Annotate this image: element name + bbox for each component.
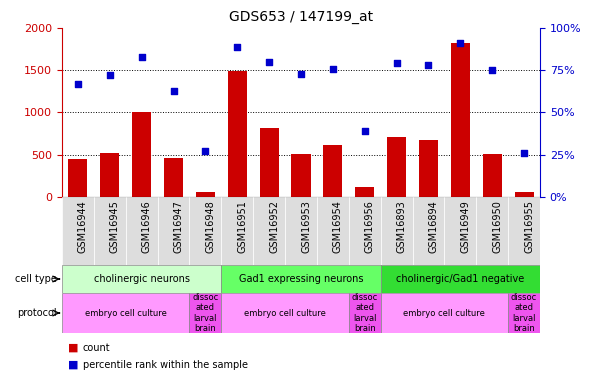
Text: percentile rank within the sample: percentile rank within the sample bbox=[83, 360, 248, 369]
Text: GSM16950: GSM16950 bbox=[492, 200, 502, 253]
Text: embryo cell culture: embryo cell culture bbox=[85, 309, 166, 318]
Text: Gad1 expressing neurons: Gad1 expressing neurons bbox=[239, 274, 363, 284]
Bar bbox=[62, 265, 221, 293]
Point bbox=[424, 62, 433, 68]
Text: count: count bbox=[83, 343, 110, 353]
Point bbox=[328, 66, 337, 72]
Bar bbox=[253, 197, 285, 265]
Bar bbox=[126, 197, 158, 265]
Bar bbox=[451, 43, 470, 197]
Bar bbox=[221, 265, 381, 293]
Bar bbox=[514, 192, 533, 197]
Bar bbox=[412, 197, 444, 265]
Text: GSM16944: GSM16944 bbox=[78, 200, 88, 253]
Text: GSM16948: GSM16948 bbox=[205, 200, 215, 253]
Bar bbox=[349, 197, 381, 265]
Bar bbox=[381, 293, 508, 333]
Text: GSM16947: GSM16947 bbox=[173, 200, 183, 253]
Text: ■: ■ bbox=[68, 360, 78, 369]
Bar bbox=[132, 112, 151, 197]
Text: dissoc
ated
larval
brain: dissoc ated larval brain bbox=[352, 293, 378, 333]
Text: ■: ■ bbox=[68, 343, 78, 353]
Bar bbox=[62, 197, 94, 265]
Title: GDS653 / 147199_at: GDS653 / 147199_at bbox=[229, 10, 373, 24]
Bar bbox=[387, 137, 406, 197]
Point bbox=[137, 54, 146, 60]
Point bbox=[264, 59, 274, 65]
Bar bbox=[355, 187, 374, 197]
Bar bbox=[381, 265, 540, 293]
Bar bbox=[221, 293, 349, 333]
Bar bbox=[196, 192, 215, 197]
Bar bbox=[349, 293, 381, 333]
Bar bbox=[164, 158, 183, 197]
Text: dissoc
ated
larval
brain: dissoc ated larval brain bbox=[511, 293, 537, 333]
Point bbox=[169, 87, 178, 93]
Text: GSM16945: GSM16945 bbox=[110, 200, 120, 253]
Bar bbox=[94, 197, 126, 265]
Point bbox=[73, 81, 83, 87]
Bar bbox=[158, 197, 189, 265]
Point bbox=[232, 44, 242, 50]
Point bbox=[487, 67, 497, 73]
Text: protocol: protocol bbox=[17, 308, 57, 318]
Text: GSM16956: GSM16956 bbox=[365, 200, 375, 253]
Bar bbox=[508, 293, 540, 333]
Point bbox=[455, 40, 465, 46]
Bar bbox=[62, 293, 189, 333]
Point bbox=[360, 128, 369, 134]
Bar bbox=[189, 293, 221, 333]
Bar bbox=[476, 197, 508, 265]
Text: GSM16952: GSM16952 bbox=[269, 200, 279, 254]
Bar bbox=[381, 197, 412, 265]
Text: GSM16949: GSM16949 bbox=[460, 200, 470, 253]
Text: GSM16953: GSM16953 bbox=[301, 200, 311, 253]
Bar bbox=[291, 154, 310, 197]
Text: GSM16951: GSM16951 bbox=[237, 200, 247, 253]
Point bbox=[519, 150, 529, 156]
Bar bbox=[419, 140, 438, 197]
Bar bbox=[323, 146, 342, 197]
Text: GSM16955: GSM16955 bbox=[524, 200, 534, 254]
Text: embryo cell culture: embryo cell culture bbox=[244, 309, 326, 318]
Point bbox=[392, 60, 401, 66]
Text: GSM16946: GSM16946 bbox=[142, 200, 152, 253]
Text: GSM16954: GSM16954 bbox=[333, 200, 343, 253]
Text: cholinergic/Gad1 negative: cholinergic/Gad1 negative bbox=[396, 274, 525, 284]
Bar bbox=[68, 159, 87, 197]
Bar bbox=[228, 71, 247, 197]
Point bbox=[296, 70, 306, 76]
Point bbox=[201, 148, 210, 154]
Text: cholinergic neurons: cholinergic neurons bbox=[94, 274, 189, 284]
Bar bbox=[100, 153, 119, 197]
Text: dissoc
ated
larval
brain: dissoc ated larval brain bbox=[192, 293, 218, 333]
Text: GSM16893: GSM16893 bbox=[396, 200, 407, 253]
Bar bbox=[508, 197, 540, 265]
Bar bbox=[221, 197, 253, 265]
Text: GSM16894: GSM16894 bbox=[428, 200, 438, 253]
Bar bbox=[189, 197, 221, 265]
Bar bbox=[444, 197, 476, 265]
Bar bbox=[483, 154, 501, 197]
Bar bbox=[260, 128, 278, 197]
Text: embryo cell culture: embryo cell culture bbox=[404, 309, 486, 318]
Bar bbox=[317, 197, 349, 265]
Bar bbox=[285, 197, 317, 265]
Text: cell type: cell type bbox=[15, 274, 57, 284]
Point bbox=[105, 72, 114, 78]
